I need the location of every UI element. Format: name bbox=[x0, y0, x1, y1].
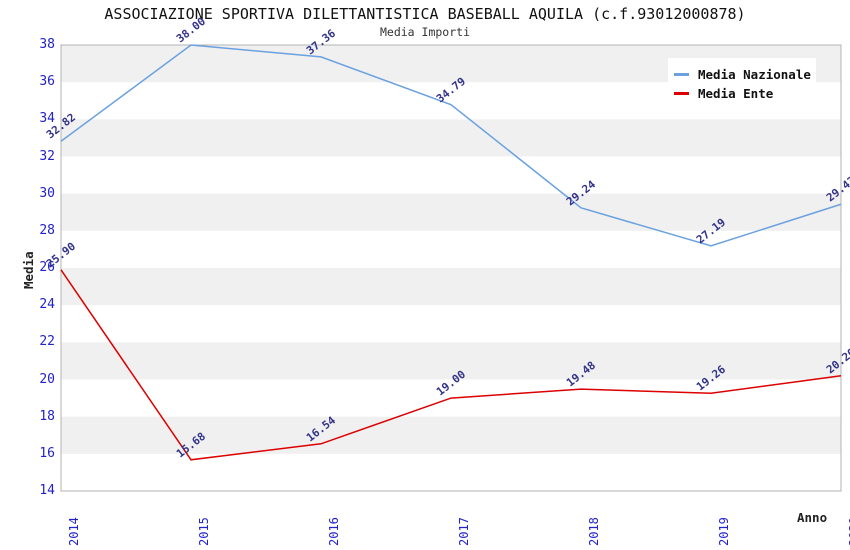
y-tick-label: 24 bbox=[39, 297, 55, 313]
x-tick-label: 2016 bbox=[327, 517, 341, 546]
x-tick-label: 2015 bbox=[197, 517, 211, 546]
y-tick-label: 38 bbox=[39, 37, 55, 52]
legend-label-media-nazionale: Media Nazionale bbox=[698, 66, 811, 82]
legend-item-media-nazionale: Media Nazionale bbox=[674, 66, 816, 82]
y-tick-label: 28 bbox=[39, 222, 55, 238]
plot-frame bbox=[60, 44, 842, 492]
x-axis-title: Anno bbox=[797, 510, 828, 525]
y-tick-label: 26 bbox=[39, 260, 55, 275]
x-tick-label: 2014 bbox=[67, 517, 81, 546]
y-tick-label: 36 bbox=[39, 74, 55, 90]
y-tick-label: 16 bbox=[39, 445, 55, 461]
y-tick-label: 34 bbox=[39, 111, 55, 127]
legend-label-media-ente: Media Ente bbox=[698, 85, 774, 101]
x-tick-label: 2018 bbox=[587, 517, 601, 546]
grid-band bbox=[61, 416, 841, 454]
y-tick-label: 32 bbox=[39, 148, 55, 164]
legend-item-media-ente: Media Ente bbox=[674, 85, 816, 101]
y-tick-label: 20 bbox=[39, 371, 55, 387]
line-media-ente bbox=[60, 269, 842, 461]
y-tick-label: 22 bbox=[39, 334, 55, 350]
y-tick-label: 14 bbox=[39, 483, 55, 498]
grid-band bbox=[61, 119, 841, 157]
grid-band bbox=[61, 193, 841, 231]
y-axis-title: Media bbox=[21, 251, 36, 289]
y-tick-label: 18 bbox=[39, 408, 55, 424]
x-tick-label: 2019 bbox=[717, 517, 731, 546]
y-tick-label: 30 bbox=[39, 185, 55, 201]
chart-title: ASSOCIAZIONE SPORTIVA DILETTANTISTICA BA… bbox=[104, 5, 746, 23]
grid-band bbox=[61, 268, 841, 306]
media-ente-line-swatch-icon bbox=[674, 91, 689, 95]
media-nazionale-line-swatch-icon bbox=[674, 72, 689, 76]
grid-band bbox=[61, 342, 841, 380]
x-tick-label: 2017 bbox=[457, 517, 471, 546]
line-media-nazionale bbox=[60, 44, 842, 247]
legend: Media Nazionale Media Ente bbox=[668, 58, 816, 109]
chart-subtitle: Media Importi bbox=[379, 25, 470, 39]
